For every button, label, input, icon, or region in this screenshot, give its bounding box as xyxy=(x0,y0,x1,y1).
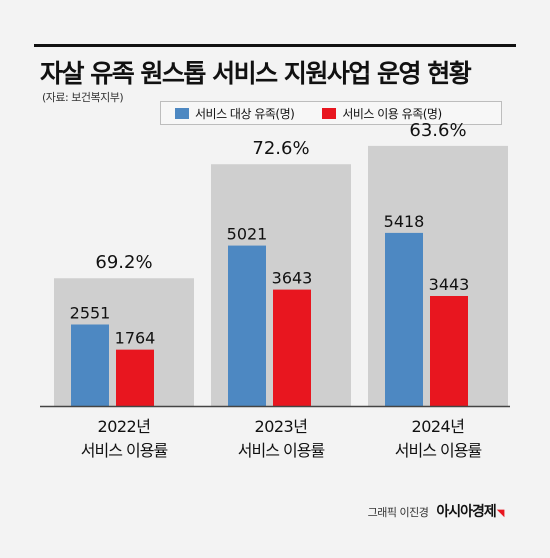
bar-used xyxy=(273,289,311,406)
legend-label-target: 서비스 대상 유족(명) xyxy=(195,106,295,121)
x-tick-sublabel: 서비스 이용률 xyxy=(81,441,168,460)
value-label-target: 5418 xyxy=(384,212,425,231)
x-tick-sublabel: 서비스 이용률 xyxy=(395,441,482,460)
rate-label: 72.6% xyxy=(252,138,309,159)
bar-target xyxy=(228,245,266,406)
bar-target xyxy=(71,324,109,406)
source-note: (자료: 보건복지부) xyxy=(42,91,124,104)
value-label-target: 5021 xyxy=(227,225,268,244)
chart-title: 자살 유족 원스톱 서비스 지원사업 운영 현황 xyxy=(40,59,472,88)
graphic-credit: 그래픽 이진경 xyxy=(367,506,429,519)
legend-swatch-target xyxy=(175,107,189,119)
legend: 서비스 대상 유족(명) 서비스 이용 유족(명) xyxy=(160,101,502,125)
bar-used xyxy=(430,295,468,406)
value-label-target: 2551 xyxy=(70,303,111,322)
rate-label: 63.6% xyxy=(409,120,466,141)
brand-logo: 아시아경제 xyxy=(436,504,496,520)
x-tick-label: 2024년 xyxy=(412,417,465,436)
legend-item-used: 서비스 이용 유족(명) xyxy=(322,105,442,122)
value-label-used: 3643 xyxy=(272,269,313,288)
value-label-used: 3443 xyxy=(429,275,470,294)
title-rule xyxy=(34,44,516,47)
bar-target xyxy=(385,232,423,406)
brand-mark-icon: ◥ xyxy=(496,508,505,519)
legend-swatch-used xyxy=(322,107,337,119)
legend-label-used: 서비스 이용 유족(명) xyxy=(342,106,442,121)
x-tick-label: 2022년 xyxy=(98,417,151,436)
credit: 그래픽 이진경 아시아경제 ◥ xyxy=(367,501,505,521)
rate-label: 69.2% xyxy=(95,252,152,273)
legend-item-target: 서비스 대상 유족(명) xyxy=(175,105,295,122)
bar-used xyxy=(116,349,154,406)
x-tick-label: 2023년 xyxy=(255,417,308,436)
value-label-used: 1764 xyxy=(115,329,156,348)
x-tick-sublabel: 서비스 이용률 xyxy=(238,441,325,460)
